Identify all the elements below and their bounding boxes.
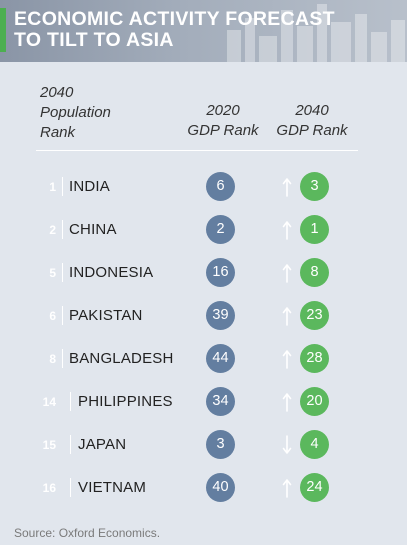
gdp-2040-rank-badge: 23	[300, 301, 329, 330]
population-rank: 6	[49, 309, 56, 323]
arrow-up-icon	[282, 393, 292, 412]
table-row: 2 CHINA 2 1	[0, 215, 407, 245]
country-name: INDONESIA	[69, 264, 154, 281]
arrow-up-icon	[282, 178, 292, 197]
gdp-2040-rank-badge: 8	[300, 258, 329, 287]
country-name: PAKISTAN	[69, 307, 143, 324]
source-note: Source: Oxford Economics.	[14, 526, 161, 540]
country-name: PHILIPPINES	[78, 393, 173, 410]
table-row: 1 INDIA 6 3	[0, 172, 407, 202]
column-separator	[62, 263, 63, 282]
arrow-up-icon	[282, 479, 292, 498]
population-rank: 14	[42, 395, 56, 409]
table-row: 6 PAKISTAN 39 23	[0, 301, 407, 331]
arrow-up-icon	[282, 307, 292, 326]
gdp-2020-rank-badge: 6	[206, 172, 235, 201]
header-2040-line-2: GDP Rank	[276, 122, 348, 139]
gdp-2040-rank-badge: 4	[300, 430, 329, 459]
arrow-down-icon	[282, 435, 292, 454]
header-gdp-2020: 2020 GDP Rank	[185, 101, 261, 141]
gdp-2040-rank-badge: 1	[300, 215, 329, 244]
country-name: VIETNAM	[78, 479, 147, 496]
gdp-2020-rank-badge: 40	[206, 473, 235, 502]
accent-bar	[0, 8, 6, 52]
column-separator	[70, 392, 71, 411]
header-population-rank: 2040 Population Rank	[40, 83, 160, 143]
city-skyline-decoration	[227, 4, 405, 62]
gdp-2040-rank-badge: 28	[300, 344, 329, 373]
gdp-2020-rank-badge: 44	[206, 344, 235, 373]
gdp-2020-rank-badge: 2	[206, 215, 235, 244]
gdp-2020-rank-badge: 34	[206, 387, 235, 416]
arrow-up-icon	[282, 264, 292, 283]
header-pop-line-3: Rank	[40, 124, 76, 141]
table-row: 16 VIETNAM 40 24	[0, 473, 407, 503]
gdp-2040-rank-badge: 3	[300, 172, 329, 201]
gdp-2020-rank-badge: 16	[206, 258, 235, 287]
gdp-2020-rank-badge: 39	[206, 301, 235, 330]
table-row: 5 INDONESIA 16 8	[0, 258, 407, 288]
column-separator	[62, 220, 63, 239]
header-pop-line-1: 2040	[40, 84, 74, 101]
column-separator	[62, 306, 63, 325]
country-name: JAPAN	[78, 436, 127, 453]
gdp-2040-rank-badge: 20	[300, 387, 329, 416]
population-rank: 1	[49, 180, 56, 194]
header-gdp-2040: 2040 GDP Rank	[271, 101, 353, 141]
header-2040-line-1: 2040	[295, 102, 329, 119]
population-rank: 8	[49, 352, 56, 366]
gdp-2040-rank-badge: 24	[300, 473, 329, 502]
country-name: BANGLADESH	[69, 350, 174, 367]
arrow-up-icon	[282, 350, 292, 369]
gdp-2020-rank-badge: 3	[206, 430, 235, 459]
arrow-up-icon	[282, 221, 292, 240]
header-pop-line-2: Population	[40, 104, 111, 121]
header-divider	[36, 150, 358, 151]
table-row: 14 PHILIPPINES 34 20	[0, 387, 407, 417]
column-separator	[62, 177, 63, 196]
column-separator	[62, 349, 63, 368]
table-row: 15 JAPAN 3 4	[0, 430, 407, 460]
header-2020-line-1: 2020	[206, 102, 240, 119]
column-separator	[70, 478, 71, 497]
chart-title: ECONOMIC ACTIVITY FORECAST TO TILT TO AS…	[14, 9, 394, 51]
title-line-1: ECONOMIC ACTIVITY FORECAST	[14, 8, 335, 30]
population-rank: 2	[49, 223, 56, 237]
country-name: CHINA	[69, 221, 117, 238]
population-rank: 15	[42, 438, 56, 452]
population-rank: 16	[42, 481, 56, 495]
header-2020-line-2: GDP Rank	[187, 122, 259, 139]
country-name: INDIA	[69, 178, 111, 195]
population-rank: 5	[49, 266, 56, 280]
title-line-2: TO TILT TO ASIA	[14, 29, 174, 51]
title-banner: ECONOMIC ACTIVITY FORECAST TO TILT TO AS…	[0, 0, 407, 62]
column-separator	[70, 435, 71, 454]
table-row: 8 BANGLADESH 44 28	[0, 344, 407, 374]
